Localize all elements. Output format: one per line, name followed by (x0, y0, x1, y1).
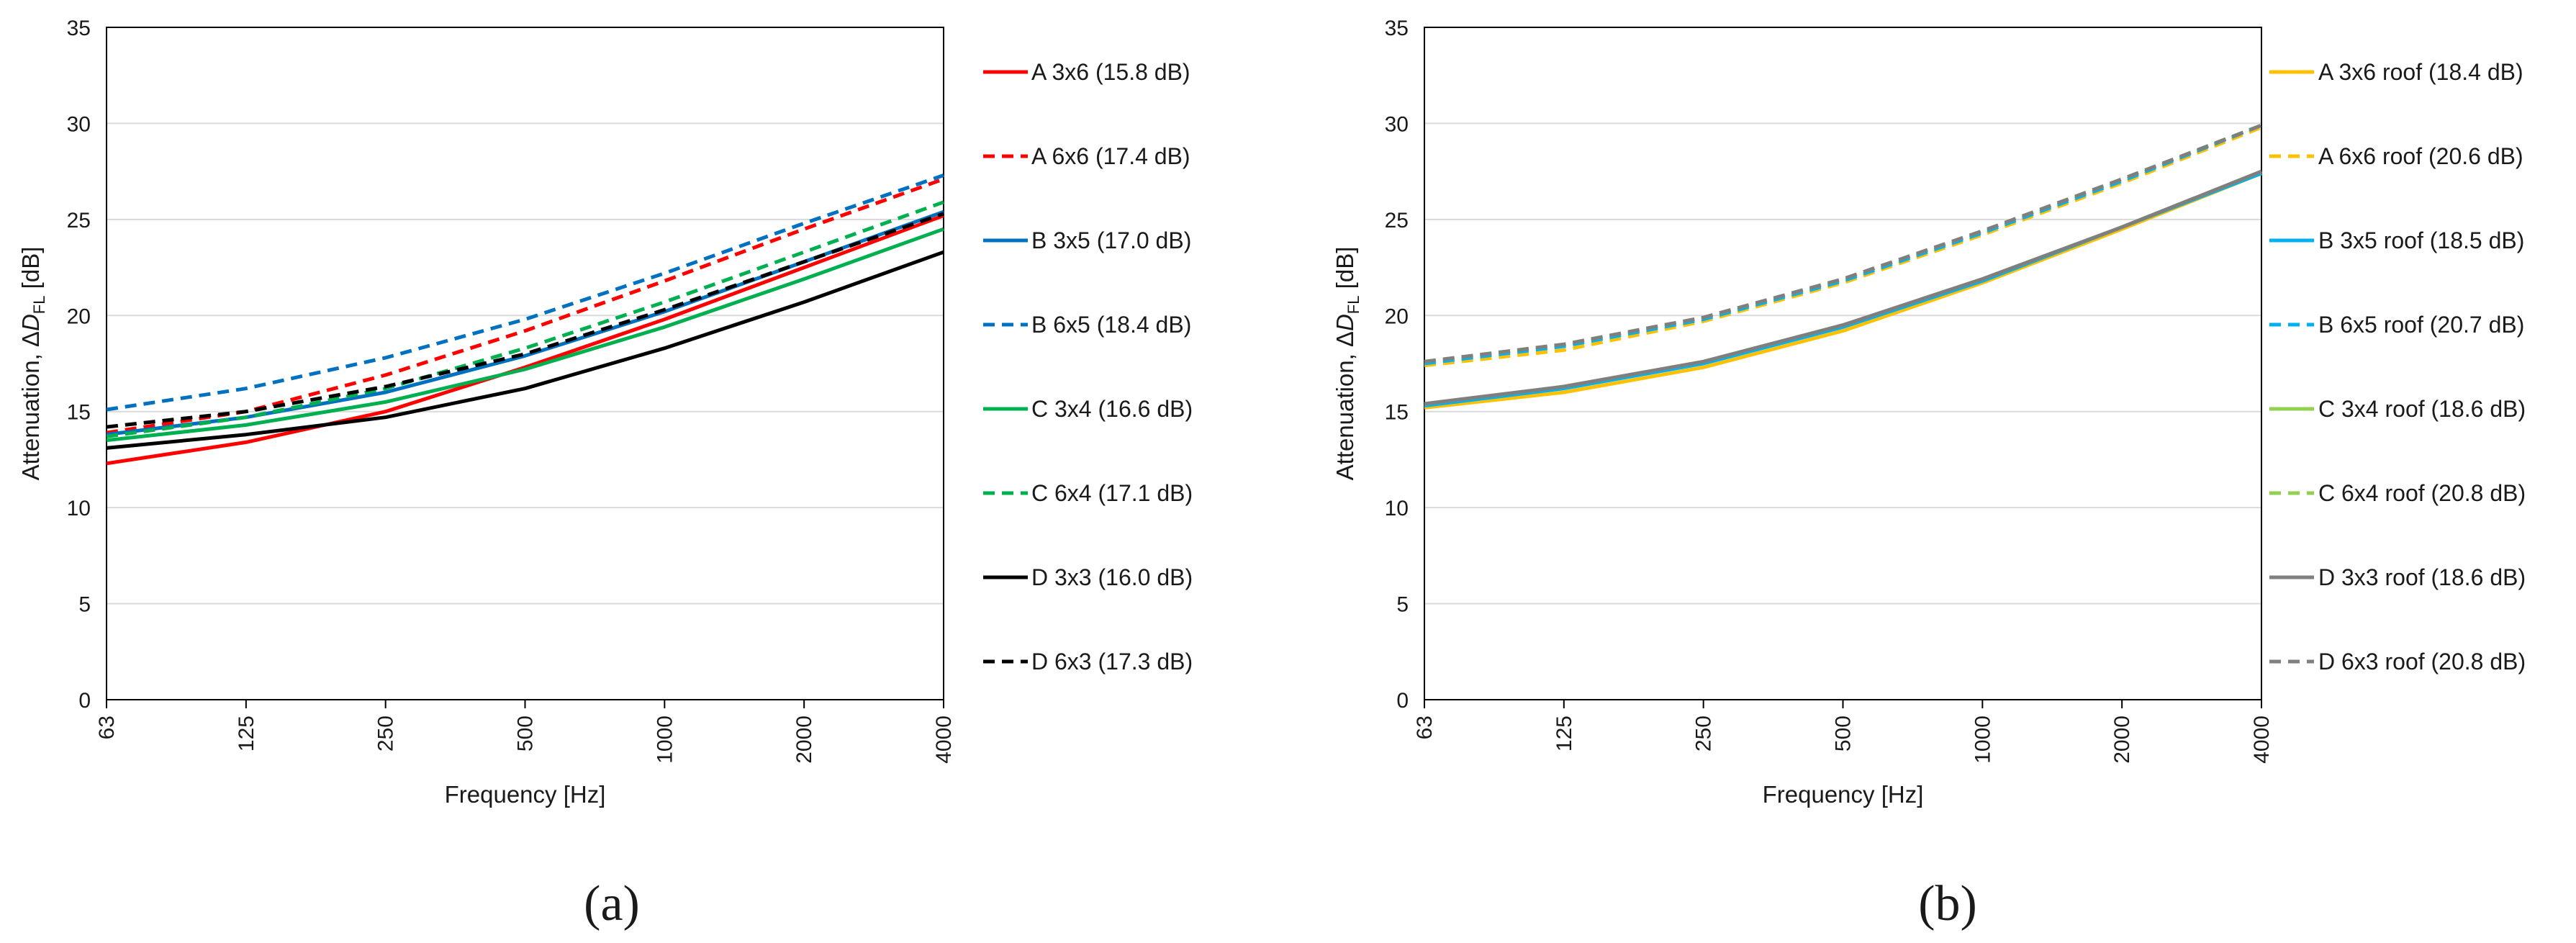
series-line (106, 173, 944, 412)
y-tick-label: 0 (78, 689, 91, 713)
series-line (106, 227, 944, 443)
x-axis-title: Frequency [Hz] (445, 781, 606, 808)
x-tick-label: 250 (1692, 716, 1716, 752)
legend-label: D 3x3 (16.0 dB) (1031, 564, 1193, 590)
y-tick-label: 20 (1385, 304, 1409, 328)
y-tick-label: 5 (1396, 593, 1409, 617)
x-tick-label: 63 (95, 716, 119, 739)
x-tick-label: 500 (514, 716, 538, 752)
series-line (1424, 169, 2262, 406)
legend-label: A 6x6 (17.4 dB) (1031, 143, 1190, 169)
legend-label: D 3x3 roof (18.6 dB) (2318, 564, 2526, 590)
legend-label: B 3x5 (17.0 dB) (1031, 227, 1191, 253)
y-axis-title-var: D (1332, 314, 1358, 331)
y-axis-title-prefix: Attenuation, Δ (17, 331, 44, 480)
x-tick-label: 500 (1832, 716, 1856, 752)
series-line (1424, 125, 2262, 368)
legend-label: C 6x4 (17.1 dB) (1031, 480, 1193, 506)
y-tick-label: 10 (1385, 497, 1409, 520)
y-tick-label: 30 (1385, 112, 1409, 136)
x-tick-label: 4000 (932, 716, 956, 764)
y-tick-label: 25 (67, 209, 91, 233)
legend-label: D 6x3 (17.3 dB) (1031, 649, 1193, 674)
series-line (1424, 123, 2262, 364)
y-axis-title-sub: FL (1345, 295, 1362, 314)
legend-label: D 6x3 roof (20.8 dB) (2318, 649, 2526, 674)
legend-label: C 3x4 roof (18.6 dB) (2318, 396, 2526, 422)
y-axis-title-var: D (17, 314, 44, 331)
legend-label: A 6x6 roof (20.6 dB) (2318, 143, 2523, 169)
series-line (106, 212, 944, 429)
y-axis-title-suffix: [dB] (17, 247, 44, 296)
series-line (106, 250, 944, 450)
y-tick-label: 30 (67, 112, 91, 136)
y-axis-title-prefix: Attenuation, Δ (1332, 331, 1358, 480)
y-tick-label: 35 (1385, 17, 1409, 40)
y-axis-title-suffix: [dB] (1332, 247, 1358, 296)
legend: A 3x6 roof (18.4 dB) A 6x6 roof (20.6 dB)… (2269, 59, 2526, 674)
legend-label: B 3x5 roof (18.5 dB) (2318, 227, 2524, 253)
plot-frame (106, 27, 944, 700)
legend: A 3x6 (15.8 dB) A 6x6 (17.4 dB) B 3x5 (17.… (983, 59, 1193, 674)
x-axis-title: Frequency [Hz] (1763, 781, 1924, 808)
series-line (106, 200, 944, 438)
legend-label: A 3x6 (15.8 dB) (1031, 59, 1190, 85)
x-tick-label: 4000 (2250, 716, 2274, 764)
y-tick-label: 10 (67, 497, 91, 520)
legend-label: C 3x4 (16.6 dB) (1031, 396, 1193, 422)
series-line (106, 214, 944, 466)
panel-label: (b) (1918, 876, 1977, 931)
series-line (1424, 171, 2262, 410)
x-tick-label: 1000 (1971, 716, 1994, 764)
y-tick-label: 20 (67, 304, 91, 328)
y-tick-label: 25 (1385, 209, 1409, 233)
panel-label: (a) (584, 876, 640, 931)
series-line (1424, 123, 2262, 366)
chart-panel-a: 0 5 10 15 20 25 30 35 63 125 250 500 1000 2000 4000 Fre… (17, 17, 1193, 931)
x-tick-label: 250 (374, 716, 398, 752)
x-tick-label: 63 (1413, 716, 1437, 739)
x-tick-label: 2000 (792, 716, 816, 764)
x-tick-label: 125 (1553, 716, 1576, 752)
y-tick-label: 15 (67, 401, 91, 425)
y-axis-title: Attenuation, ΔDFL [dB] (1332, 247, 1362, 481)
legend-label: B 6x5 roof (20.7 dB) (2318, 312, 2524, 338)
y-axis-title-sub: FL (30, 295, 48, 314)
y-tick-label: 15 (1385, 401, 1409, 425)
legend-label: B 6x5 (18.4 dB) (1031, 312, 1191, 338)
y-tick-label: 0 (1396, 689, 1409, 713)
y-axis-title: Attenuation, ΔDFL [dB] (17, 247, 48, 481)
legend-label: C 6x4 roof (20.8 dB) (2318, 480, 2526, 506)
plot-frame (1424, 27, 2262, 700)
legend-label: A 3x6 roof (18.4 dB) (2318, 59, 2523, 85)
chart-panel-b: 0 5 10 15 20 25 30 35 63 125 250 500 1000 2000 4000 Fre… (1332, 17, 2526, 931)
x-tick-label: 2000 (2110, 716, 2134, 764)
series-line (1424, 171, 2262, 408)
series-line (1424, 169, 2262, 406)
y-tick-label: 5 (78, 593, 91, 617)
y-tick-label: 35 (67, 17, 91, 40)
x-tick-label: 1000 (653, 716, 677, 764)
x-tick-label: 125 (235, 716, 258, 752)
